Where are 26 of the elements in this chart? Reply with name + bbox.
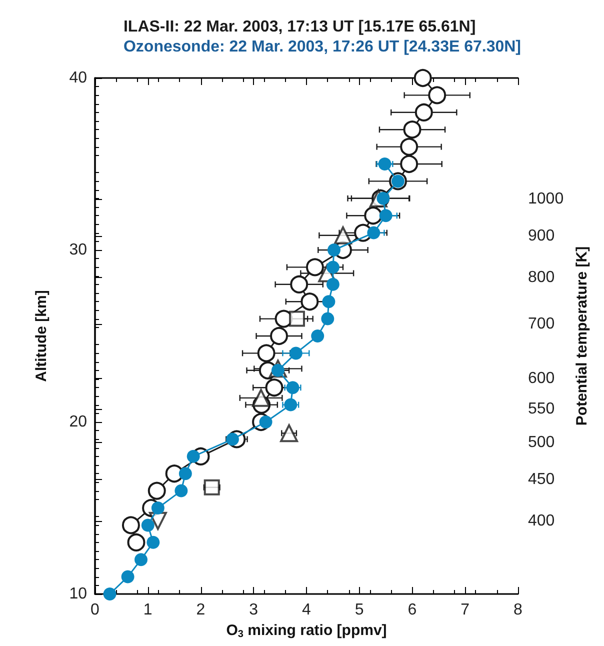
x-tick-label: 0 <box>90 602 100 618</box>
y-tick-label: 20 <box>69 414 88 430</box>
y2-tick-label: 400 <box>528 512 555 530</box>
x-tick-label: 4 <box>302 602 312 618</box>
y2-axis-title: Potential temperature [K] <box>573 246 590 426</box>
x-tick-label: 7 <box>460 602 470 618</box>
y2-tick-label: 600 <box>528 370 555 387</box>
y-axis-title: Altitude [km] <box>33 290 50 382</box>
x-tick-label: 5 <box>354 602 364 618</box>
chart-subtitle: Ozonesonde: 22 Mar. 2003, 17:26 UT [24.33E 67.30N] <box>123 38 521 56</box>
y2-tick-label: 450 <box>528 471 555 488</box>
y2-tick-label: 500 <box>528 434 555 452</box>
x-tick-label: 3 <box>249 602 258 618</box>
y-tick-label: 40 <box>69 70 88 86</box>
x-tick-label: 1 <box>143 602 152 618</box>
y2-tick-label: 900 <box>528 227 555 244</box>
x-tick-label: 8 <box>514 602 523 618</box>
y-tick-label: 10 <box>69 586 88 602</box>
x-tick-label: 6 <box>408 602 417 618</box>
y-tick-label: 30 <box>69 242 88 258</box>
chart-title: ILAS-II: 22 Mar. 2003, 17:13 UT [15.17E 65.61N] <box>123 18 476 36</box>
x-tick-label: 2 <box>196 602 206 618</box>
y2-tick-label: 700 <box>528 316 555 333</box>
y2-tick-label: 1000 <box>528 190 564 208</box>
y2-tick-label: 550 <box>528 400 555 418</box>
y2-tick-label: 800 <box>528 268 555 286</box>
